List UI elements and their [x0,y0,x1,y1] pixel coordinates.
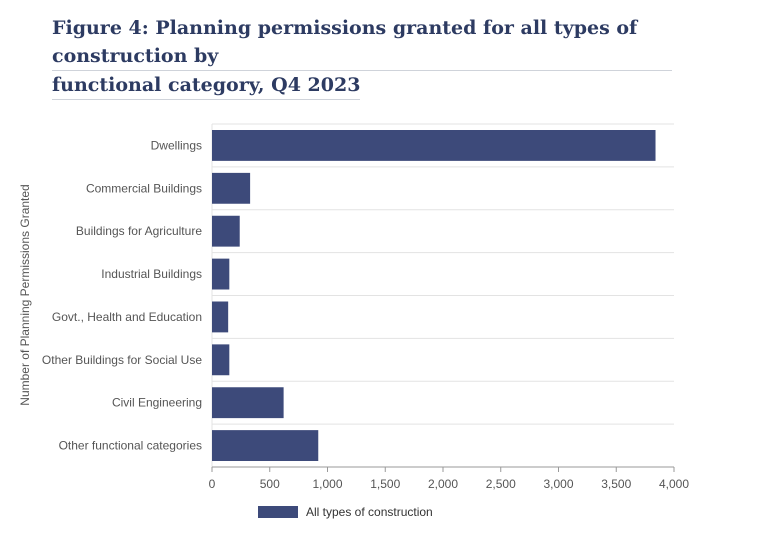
x-tick-label: 2,000 [428,477,458,491]
chart-title: Figure 4: Planning permissions granted f… [52,14,672,100]
plot-area: Dwellings Commercial Buildings Buildings f… [42,123,689,491]
y-axis-label: Number of Planning Permissions Granted [18,184,32,405]
x-tick-label: 3,500 [601,477,631,491]
bar [212,172,251,204]
legend-swatch [258,506,298,518]
category-label: Commercial Buildings [86,181,202,195]
category-label: Other Buildings for Social Use [42,353,202,367]
bar [212,130,656,161]
category-label: Buildings for Agriculture [76,224,202,238]
x-tick-label: 1,500 [370,477,400,491]
category-label: Other functional categories [59,439,202,453]
legend-label: All types of construction [306,505,433,519]
category-label: Civil Engineering [112,396,202,410]
category-label: Govt., Health and Education [52,310,202,324]
bar [212,344,230,376]
bar [212,301,229,333]
category-label: Industrial Buildings [101,267,202,281]
x-tick-label: 1,000 [312,477,342,491]
chart-title-line-2: functional category, Q4 2023 [52,71,361,100]
chart-title-line-1: Figure 4: Planning permissions granted f… [52,14,672,71]
bar [212,430,319,461]
x-tick-label: 4,000 [659,477,689,491]
bar [212,258,230,290]
x-tick-label: 0 [209,477,216,491]
category-label: Dwellings [151,138,202,152]
bar [212,387,284,419]
x-tick-label: 2,500 [486,477,516,491]
bar [212,215,240,247]
legend[interactable]: All types of construction [258,505,433,519]
x-tick-label: 500 [260,477,280,491]
x-tick-label: 3,000 [543,477,573,491]
